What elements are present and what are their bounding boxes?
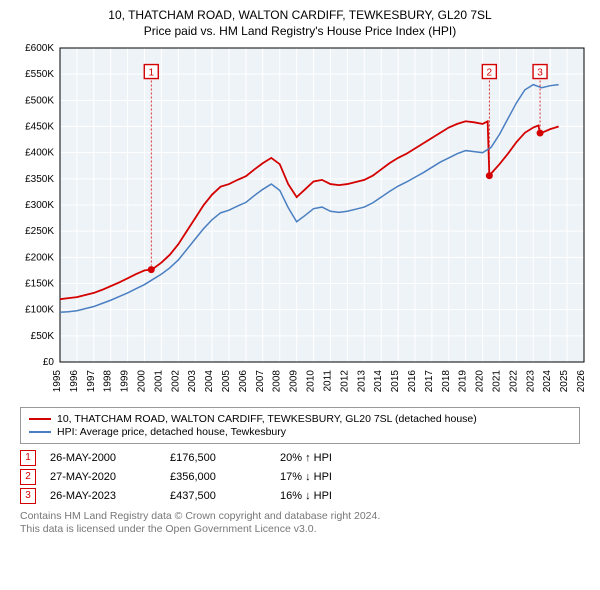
transaction-marker-box: 2 xyxy=(20,469,36,485)
chart-title-line1: 10, THATCHAM ROAD, WALTON CARDIFF, TEWKE… xyxy=(12,8,588,24)
transaction-pct: 16% ↓ HPI xyxy=(280,490,332,502)
svg-text:2003: 2003 xyxy=(187,369,198,392)
svg-text:2006: 2006 xyxy=(238,369,249,392)
transaction-pct: 17% ↓ HPI xyxy=(280,471,332,483)
svg-text:£400K: £400K xyxy=(25,147,54,158)
transaction-marker-box: 1 xyxy=(20,450,36,466)
chart-legend: 10, THATCHAM ROAD, WALTON CARDIFF, TEWKE… xyxy=(20,407,580,444)
svg-text:£350K: £350K xyxy=(25,173,54,184)
transaction-date: 26-MAY-2023 xyxy=(50,490,170,502)
footer-attribution: Contains HM Land Registry data © Crown c… xyxy=(20,510,580,536)
svg-text:2013: 2013 xyxy=(356,369,367,392)
svg-text:2012: 2012 xyxy=(339,369,350,392)
svg-text:2000: 2000 xyxy=(137,369,148,392)
transaction-date: 27-MAY-2020 xyxy=(50,471,170,483)
chart-title-line2: Price paid vs. HM Land Registry's House … xyxy=(12,24,588,38)
svg-text:1995: 1995 xyxy=(52,369,63,392)
svg-text:1996: 1996 xyxy=(69,369,80,392)
svg-text:£600K: £600K xyxy=(25,43,54,54)
svg-text:2020: 2020 xyxy=(475,369,486,392)
svg-text:2018: 2018 xyxy=(441,369,452,392)
transaction-pct: 20% ↑ HPI xyxy=(280,452,332,464)
legend-item: HPI: Average price, detached house, Tewk… xyxy=(29,426,571,438)
legend-label: HPI: Average price, detached house, Tewk… xyxy=(57,426,286,438)
legend-item: 10, THATCHAM ROAD, WALTON CARDIFF, TEWKE… xyxy=(29,413,571,425)
svg-text:2017: 2017 xyxy=(424,369,435,392)
svg-text:£300K: £300K xyxy=(25,200,54,211)
transaction-row: 3 26-MAY-2023£437,50016% ↓ HPI xyxy=(20,488,580,504)
svg-text:2: 2 xyxy=(487,67,493,78)
svg-text:2026: 2026 xyxy=(576,369,587,392)
svg-text:2022: 2022 xyxy=(508,369,519,392)
svg-text:£0: £0 xyxy=(43,357,55,368)
svg-text:2023: 2023 xyxy=(525,369,536,392)
transaction-table: 1 26-MAY-2000£176,50020% ↑ HPI 2 27-MAY-202… xyxy=(20,450,580,504)
transaction-price: £356,000 xyxy=(170,471,280,483)
footer-line2: This data is licensed under the Open Gov… xyxy=(20,523,580,536)
svg-text:2024: 2024 xyxy=(542,369,553,392)
svg-text:1997: 1997 xyxy=(86,369,97,392)
transaction-price: £176,500 xyxy=(170,452,280,464)
svg-text:2016: 2016 xyxy=(407,369,418,392)
legend-swatch xyxy=(29,431,51,433)
svg-text:1998: 1998 xyxy=(103,369,114,392)
legend-swatch xyxy=(29,418,51,420)
svg-text:£150K: £150K xyxy=(25,278,54,289)
svg-text:2021: 2021 xyxy=(491,369,502,392)
transaction-marker-box: 3 xyxy=(20,488,36,504)
price-chart: £0 £50K £100K £150K £200K £250K £300K £350K £400… xyxy=(12,42,588,397)
transaction-date: 26-MAY-2000 xyxy=(50,452,170,464)
svg-text:2005: 2005 xyxy=(221,369,232,392)
transaction-row: 2 27-MAY-2020£356,00017% ↓ HPI xyxy=(20,469,580,485)
svg-text:2001: 2001 xyxy=(153,369,164,392)
svg-text:2014: 2014 xyxy=(373,369,384,392)
svg-text:£100K: £100K xyxy=(25,304,54,315)
svg-text:£550K: £550K xyxy=(25,69,54,80)
svg-text:2025: 2025 xyxy=(559,369,570,392)
svg-text:2004: 2004 xyxy=(204,369,215,392)
svg-text:£250K: £250K xyxy=(25,226,54,237)
svg-text:2002: 2002 xyxy=(170,369,181,392)
svg-text:£50K: £50K xyxy=(31,330,55,341)
svg-text:£200K: £200K xyxy=(25,252,54,263)
svg-text:£500K: £500K xyxy=(25,95,54,106)
transaction-row: 1 26-MAY-2000£176,50020% ↑ HPI xyxy=(20,450,580,466)
svg-text:2019: 2019 xyxy=(458,369,469,392)
svg-text:2011: 2011 xyxy=(322,369,333,391)
svg-text:£450K: £450K xyxy=(25,121,54,132)
footer-line1: Contains HM Land Registry data © Crown c… xyxy=(20,510,580,523)
svg-text:1999: 1999 xyxy=(120,369,131,392)
svg-text:2009: 2009 xyxy=(289,369,300,392)
legend-label: 10, THATCHAM ROAD, WALTON CARDIFF, TEWKE… xyxy=(57,413,477,425)
svg-text:2015: 2015 xyxy=(390,369,401,392)
svg-text:3: 3 xyxy=(537,67,543,78)
transaction-price: £437,500 xyxy=(170,490,280,502)
svg-text:2007: 2007 xyxy=(255,369,266,392)
svg-text:2010: 2010 xyxy=(306,369,317,392)
svg-text:1: 1 xyxy=(148,67,154,78)
svg-text:2008: 2008 xyxy=(272,369,283,392)
